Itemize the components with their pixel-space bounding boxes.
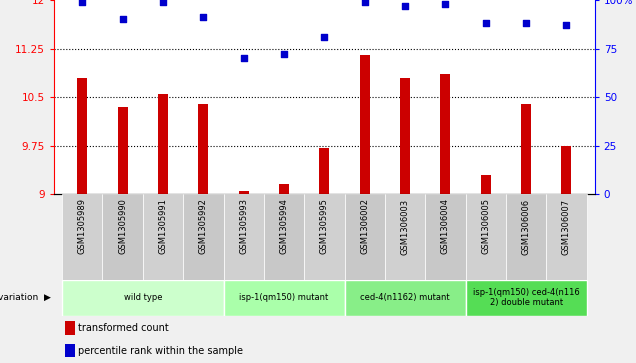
Point — [319, 34, 329, 40]
Text: GSM1305989: GSM1305989 — [78, 199, 86, 254]
Text: percentile rank within the sample: percentile rank within the sample — [78, 346, 244, 356]
Text: GSM1306005: GSM1306005 — [481, 199, 490, 254]
Bar — [65, 322, 74, 335]
Bar — [223, 280, 345, 316]
Text: transformed count: transformed count — [78, 323, 169, 333]
Bar — [102, 194, 143, 280]
Bar — [466, 280, 586, 316]
Bar — [77, 78, 87, 194]
Bar — [198, 103, 209, 194]
Text: ced-4(n1162) mutant: ced-4(n1162) mutant — [360, 293, 450, 302]
Point — [118, 16, 128, 22]
Bar — [238, 191, 249, 194]
Text: isp-1(qm150) ced-4(n116
2) double mutant: isp-1(qm150) ced-4(n116 2) double mutant — [473, 288, 579, 307]
Bar — [400, 78, 410, 194]
Bar — [360, 55, 370, 194]
Bar — [304, 194, 345, 280]
Text: GSM1305990: GSM1305990 — [118, 199, 127, 254]
Text: GSM1306007: GSM1306007 — [562, 199, 571, 254]
Point — [400, 3, 410, 9]
Bar — [183, 194, 223, 280]
Text: GSM1306006: GSM1306006 — [522, 199, 530, 254]
Point — [279, 52, 289, 57]
Bar — [143, 194, 183, 280]
Text: GSM1306002: GSM1306002 — [360, 199, 370, 254]
Bar — [440, 74, 450, 194]
Bar — [546, 194, 586, 280]
Text: genotype/variation  ▶: genotype/variation ▶ — [0, 293, 51, 302]
Point — [481, 20, 491, 26]
Point — [238, 55, 249, 61]
Point — [198, 15, 209, 20]
Bar — [345, 280, 466, 316]
Bar — [223, 194, 264, 280]
Text: GSM1305991: GSM1305991 — [158, 199, 167, 254]
Bar — [385, 194, 425, 280]
Bar — [118, 107, 128, 194]
Bar — [481, 175, 491, 194]
Text: GSM1305995: GSM1305995 — [320, 199, 329, 254]
Point — [440, 1, 450, 7]
Text: isp-1(qm150) mutant: isp-1(qm150) mutant — [239, 293, 329, 302]
Bar — [279, 184, 289, 194]
Text: GSM1306003: GSM1306003 — [401, 199, 410, 254]
Bar — [425, 194, 466, 280]
Bar — [319, 148, 329, 194]
Bar — [562, 146, 572, 194]
Bar — [506, 194, 546, 280]
Bar — [62, 194, 102, 280]
Point — [562, 23, 572, 28]
Point — [521, 20, 531, 26]
Bar — [521, 103, 531, 194]
Text: GSM1305994: GSM1305994 — [279, 199, 289, 254]
Bar — [62, 280, 223, 316]
Bar — [264, 194, 304, 280]
Text: GSM1306004: GSM1306004 — [441, 199, 450, 254]
Bar — [158, 94, 168, 194]
Point — [77, 0, 87, 5]
Point — [158, 0, 168, 5]
Text: GSM1305992: GSM1305992 — [199, 199, 208, 254]
Text: GSM1305993: GSM1305993 — [239, 199, 248, 254]
Bar — [345, 194, 385, 280]
Point — [359, 0, 370, 5]
Bar — [65, 344, 74, 357]
Bar — [466, 194, 506, 280]
Text: wild type: wild type — [123, 293, 162, 302]
